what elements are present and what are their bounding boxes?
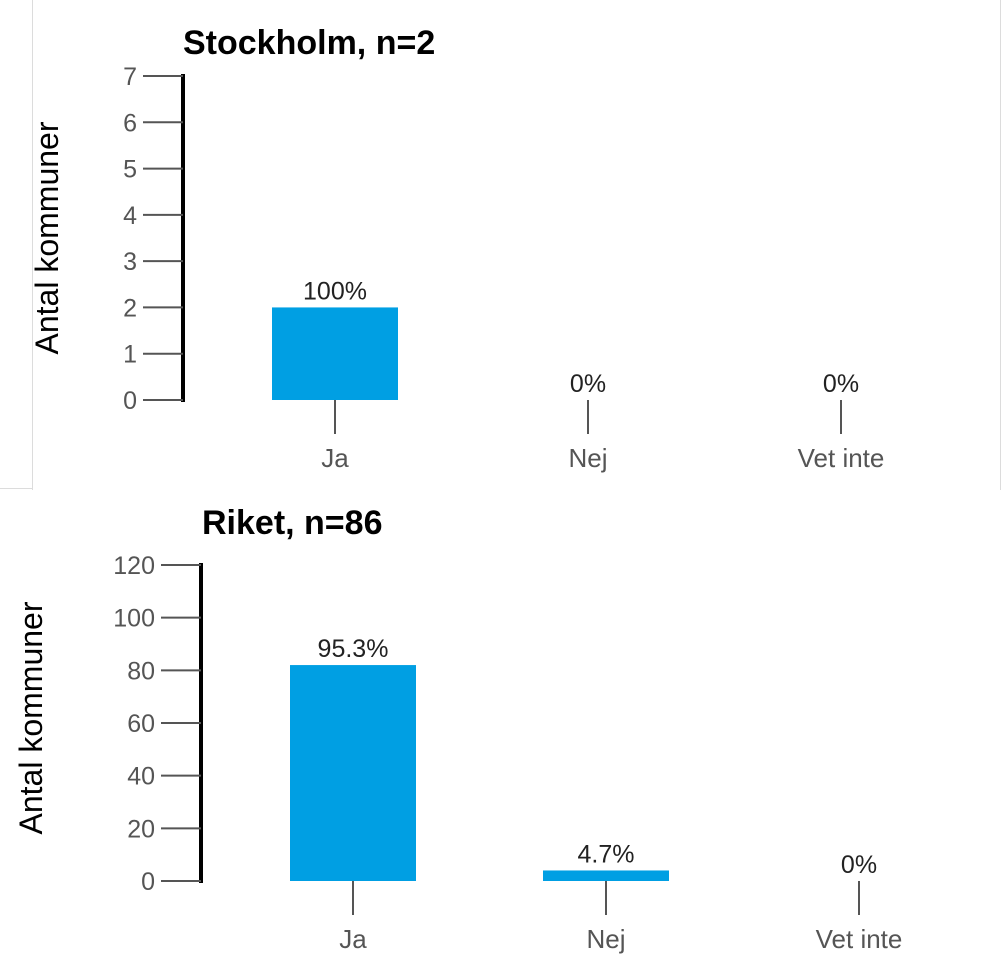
y-tick-label: 7 [123, 63, 137, 91]
y-tick-label: 0 [123, 387, 137, 415]
y-tick-label: 5 [123, 156, 137, 184]
data-label: 95.3% [318, 635, 389, 663]
data-label: 0% [570, 370, 606, 398]
y-axis-label: Antal kommuner [13, 601, 49, 834]
y-tick-label: 1 [123, 341, 137, 369]
x-category-label: Ja [339, 924, 367, 954]
chart-panel-stockholm: Stockholm, n=2 Antal kommuner 0 1 2 3 4 5 6 7 Ja… [0, 0, 1001, 490]
y-tick-label: 40 [127, 763, 155, 791]
chart-title: Stockholm, n=2 [183, 24, 435, 62]
x-category-label: Vet inte [798, 443, 885, 473]
x-category-label: Vet inte [816, 924, 903, 954]
bar-chart-riket: Riket, n=86 Antal kommuner 0 20 40 60 80 100 1… [13, 504, 903, 954]
data-label: 100% [303, 277, 367, 305]
chart-title: Riket, n=86 [202, 504, 382, 542]
y-tick-label: 80 [127, 657, 155, 685]
y-tick-label: 120 [113, 552, 155, 580]
x-category-label: Nej [586, 924, 625, 954]
chart-panel-riket: Riket, n=86 Antal kommuner 0 20 40 60 80 100 1… [0, 490, 1003, 968]
y-tick-label: 6 [123, 109, 137, 137]
y-tick-label: 0 [141, 868, 155, 896]
y-tick-label: 60 [127, 710, 155, 738]
panel-border-right [1000, 0, 1001, 490]
x-category-label: Nej [568, 443, 607, 473]
y-tick-label: 2 [123, 294, 137, 322]
data-label: 0% [823, 370, 859, 398]
panel-border-left [32, 0, 33, 490]
data-label: 4.7% [578, 840, 635, 868]
y-tick-label: 20 [127, 815, 155, 843]
y-tick-label: 4 [123, 202, 137, 230]
panel-border-bottom [0, 488, 32, 489]
bar [272, 307, 398, 400]
y-tick-label: 100 [113, 605, 155, 633]
y-axis-label: Antal kommuner [29, 121, 65, 354]
bar-chart-stockholm: Stockholm, n=2 Antal kommuner 0 1 2 3 4 5 6 7 Ja… [29, 24, 885, 473]
bar [290, 665, 416, 881]
data-label: 0% [841, 851, 877, 879]
bar [543, 870, 669, 881]
x-category-label: Ja [321, 443, 349, 473]
y-tick-label: 3 [123, 248, 137, 276]
